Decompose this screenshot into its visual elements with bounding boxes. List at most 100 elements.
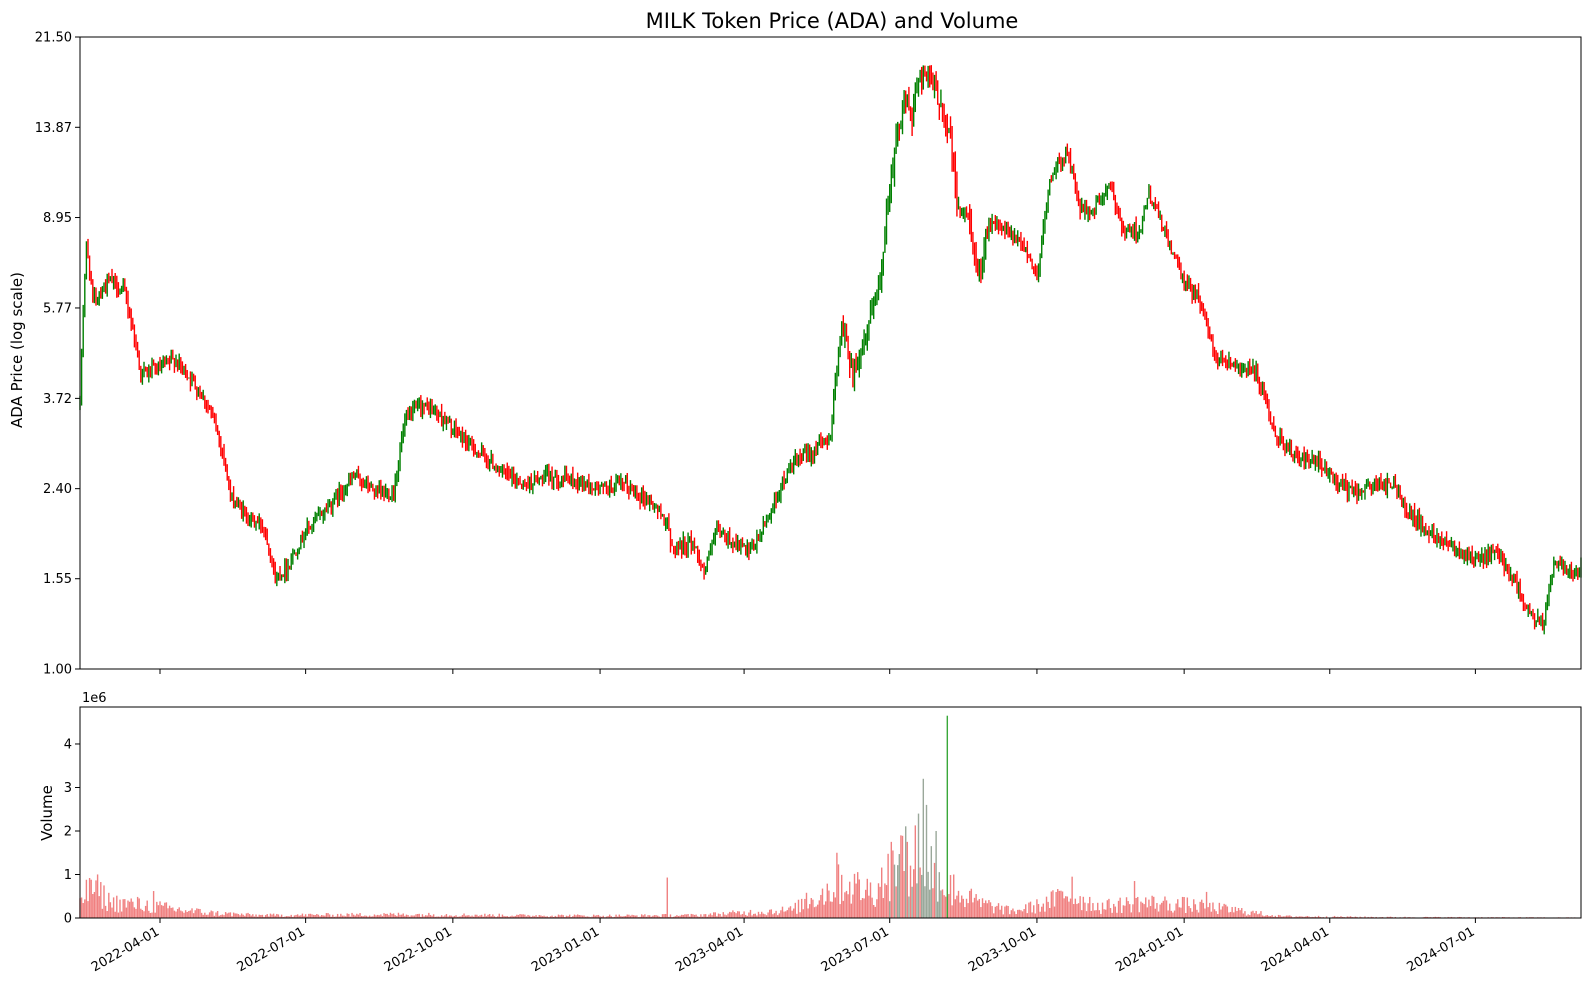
volume-bar [685, 914, 688, 918]
volume-bar [1073, 904, 1075, 918]
volume-bar [199, 908, 201, 918]
volume-bar [661, 914, 664, 918]
volume-bar [511, 915, 513, 918]
volume-bar [1164, 896, 1166, 918]
volume-bar [639, 916, 641, 918]
volume-bar [176, 908, 179, 918]
volume-bar [1229, 911, 1232, 918]
volume-bar [1226, 906, 1229, 918]
volume-bar [895, 886, 897, 918]
volume-bar [349, 916, 352, 918]
volume-bar [810, 898, 812, 918]
volume-bar [636, 915, 638, 918]
volume-bar [362, 916, 364, 918]
volume-bar [1002, 914, 1005, 918]
price-y-tick-label: 2.40 [43, 482, 72, 497]
volume-bar [1202, 902, 1205, 918]
volume-bar [292, 916, 294, 918]
volume-bar [1060, 890, 1062, 918]
volume-bar [610, 916, 612, 918]
volume-bar [647, 915, 649, 918]
volume-bar [399, 914, 401, 918]
volume-bar [164, 902, 166, 918]
volume-bar [360, 916, 363, 918]
volume-bar [1053, 906, 1056, 918]
volume-bar [1127, 901, 1129, 918]
volume-bar [407, 915, 409, 918]
volume-bar [999, 909, 1001, 918]
volume-bar [834, 897, 837, 918]
volume-bar [1004, 906, 1006, 918]
volume-bar [468, 915, 470, 918]
volume-bar [372, 916, 374, 918]
volume-bar [1005, 905, 1008, 918]
volume-bar [623, 916, 625, 918]
volume-bar [272, 913, 275, 918]
volume-bar [925, 804, 928, 918]
volume-bar [905, 826, 907, 918]
volume-bar [500, 916, 502, 918]
volume-bar [1031, 912, 1033, 918]
volume-bar [746, 915, 748, 918]
volume-bar [1071, 876, 1073, 918]
volume-y-tick-label: 1 [64, 868, 72, 883]
volume-bar [277, 914, 280, 918]
volume-bar [666, 877, 668, 918]
volume-bar [1257, 914, 1259, 918]
volume-bar [1149, 906, 1152, 918]
volume-bar [1061, 891, 1064, 918]
volume-bar [1359, 916, 1361, 918]
volume-bar [367, 916, 369, 918]
volume-bar [1220, 909, 1222, 918]
volume-bar [642, 915, 644, 918]
volume-bar [133, 907, 136, 918]
volume-bar [706, 916, 708, 918]
volume-bar [1205, 891, 1208, 918]
volume-bar [420, 916, 422, 918]
volume-bar [551, 915, 553, 918]
volume-bar [887, 853, 889, 918]
volume-bar [324, 915, 326, 918]
volume-bar [812, 899, 814, 918]
volume-bar [210, 910, 212, 918]
volume-bar [244, 915, 246, 918]
x-tick-label: 2022-10-01 [382, 924, 455, 975]
volume-bar [224, 912, 227, 918]
volume-bar [1332, 916, 1334, 918]
volume-bar [216, 910, 219, 918]
volume-bar [1141, 902, 1144, 918]
volume-bar [119, 899, 121, 918]
volume-bar [821, 888, 824, 918]
volume-bar [1290, 916, 1293, 918]
volume-bar [1250, 911, 1253, 918]
volume-bar [104, 905, 107, 918]
volume-bar [677, 915, 680, 918]
volume-bar [552, 916, 555, 918]
volume-bar [616, 916, 619, 918]
volume-bar [220, 914, 222, 918]
x-tick-label: 2024-07-01 [1404, 924, 1477, 975]
volume-bar [173, 910, 176, 918]
volume-bar [469, 916, 472, 918]
volume-bar [728, 911, 731, 918]
volume-bar [431, 915, 433, 918]
volume-bar [828, 890, 830, 918]
volume-bar [156, 901, 158, 918]
volume-bar [533, 916, 536, 918]
volume-bar [969, 890, 971, 918]
volume-bar [1239, 910, 1241, 918]
volume-bar [282, 916, 284, 918]
volume-bar [1130, 912, 1133, 918]
volume-bar [1049, 908, 1051, 918]
volume-bar [708, 914, 710, 918]
volume-bar [1089, 896, 1091, 918]
volume-bar [1087, 903, 1089, 918]
axes-layer: 1.00 1.55 2.40 3.72 5.77 8.95 13.87 21.50 0 1 2 3 4 2… [35, 31, 1582, 975]
volume-bar [748, 912, 750, 918]
volume-bar [762, 913, 764, 918]
volume-bar [375, 915, 377, 918]
volume-bar [842, 900, 845, 918]
volume-bar [389, 912, 392, 918]
volume-bar [114, 911, 116, 918]
volume-bar [799, 912, 801, 918]
